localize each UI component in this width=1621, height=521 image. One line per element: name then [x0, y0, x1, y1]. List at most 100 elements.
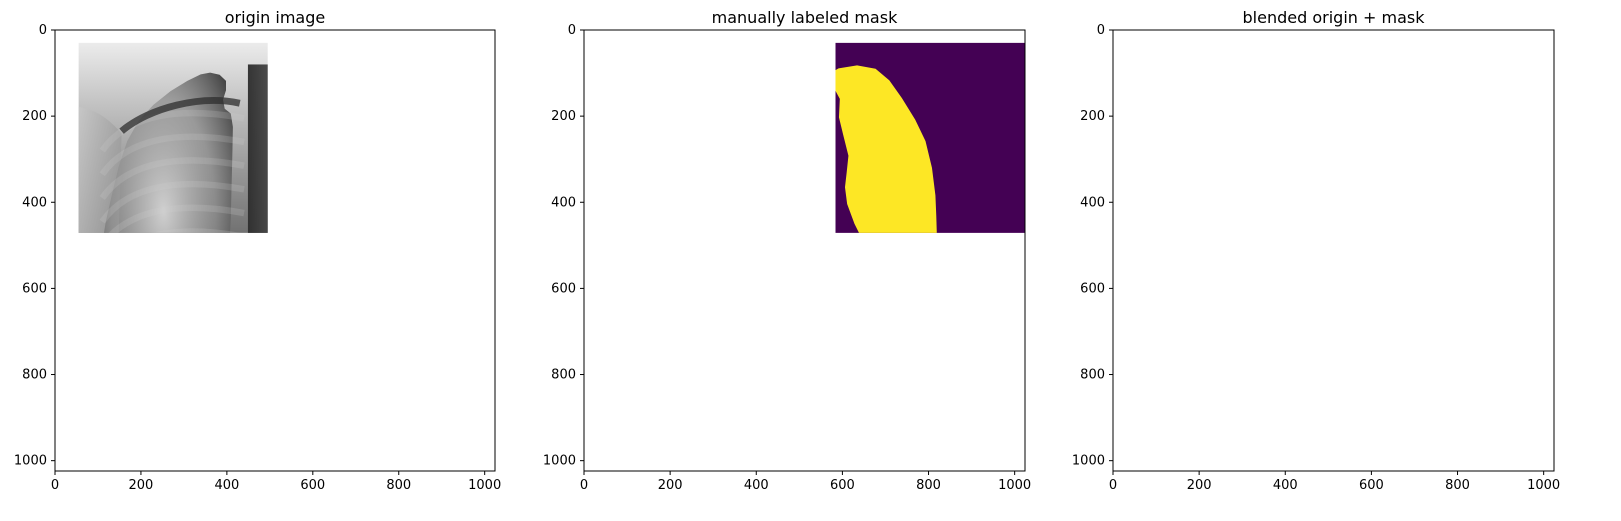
panel-1-x-tick-label-3: 400	[214, 478, 239, 493]
xray-rib-right-8	[1366, 184, 1507, 222]
xray-rib-right-20	[308, 326, 449, 364]
panel-1-y-tick-label-1: 0	[39, 23, 47, 38]
xray-rib-right-12	[1366, 231, 1507, 269]
xray-rib-left-15	[102, 279, 244, 317]
panel-2-x-tick-label-4: 600	[830, 478, 855, 493]
panel-2-y-tick-label-5: 800	[551, 368, 576, 383]
xray-rib-right-2	[1366, 113, 1507, 151]
xray-rib-right-16	[1366, 279, 1507, 317]
panel-mask-image	[621, 42, 1025, 382]
xray-rib-left-13	[1160, 255, 1302, 293]
xray-rib-right-8	[308, 184, 449, 222]
xray-right-lung	[1357, 65, 1492, 371]
xray-arm-right	[1488, 102, 1554, 471]
xray-rib-left-3	[99, 133, 245, 177]
panel-1-x-tick-label-5: 800	[386, 478, 411, 493]
panel-1-x-tick-label-1: 0	[51, 478, 59, 493]
xray-rib-left-5	[1160, 160, 1302, 198]
panel-3-y-tick-label-2: 200	[1080, 109, 1105, 124]
panel-2-x-tick-label-2: 200	[658, 478, 683, 493]
panel-2-x-tick-label-6: 1000	[998, 478, 1031, 493]
panel-1-y-tick-label-5: 800	[22, 368, 47, 383]
panel-mask-title: manually labeled mask	[712, 8, 898, 27]
panel-origin-title: origin image	[225, 8, 325, 27]
panel-1-frame	[54, 29, 496, 472]
xray-rib-right-4	[1366, 137, 1507, 175]
xray-rib-right-14	[308, 255, 449, 293]
panel-3-y-tick-label-6: 1000	[1072, 454, 1105, 469]
xray-spine	[1306, 64, 1360, 471]
panel-1-x-tick-label-6: 1000	[468, 478, 501, 493]
overlay-left-lung	[1150, 73, 1294, 382]
xray-clavicle-right	[1369, 100, 1490, 129]
overlay-right-lung	[1357, 65, 1492, 371]
xray-gastric-bubble	[1353, 331, 1420, 365]
mask-right-lung	[835, 65, 937, 233]
xray-spine	[247, 64, 268, 233]
xray-rib-right-2	[308, 113, 449, 151]
xray-rib-left-19	[102, 326, 244, 364]
xray-rib-right-14	[1366, 255, 1507, 293]
xray-rib-right-18	[308, 303, 449, 341]
mask-left-lung	[621, 73, 765, 382]
xray-rib-left-3	[1160, 137, 1302, 175]
panel-origin: origin image L pa 0 200 400 600 800 1000 0 200 400 6…	[14, 8, 501, 493]
panel-1-y-tick-label-4: 600	[22, 281, 47, 296]
xray-abdomen-left	[89, 383, 209, 471]
panel-1-y-tick-label-3: 400	[22, 195, 47, 210]
panel-3-frame	[1112, 29, 1555, 472]
xray-arm-right	[429, 102, 495, 471]
panel-2-x-tick-label-5: 800	[916, 478, 941, 493]
xray-gastric-bubble	[294, 331, 361, 365]
xray-clavicle-right	[311, 100, 431, 129]
laterality-marker: L	[1425, 44, 1429, 52]
xray-rib-right-20	[1366, 326, 1507, 364]
xray-clavicle-left	[1180, 101, 1298, 132]
xray-rib-left-11	[152, 228, 241, 233]
xray-rib-left-17	[102, 303, 244, 341]
panel-3-x-tick-label-5: 800	[1445, 478, 1470, 493]
xray-right-lung	[298, 65, 433, 371]
panel-blend-title: blended origin + mask	[1243, 8, 1426, 27]
xray-rib-left-15	[1160, 279, 1302, 317]
xray-rib-left-9	[1160, 208, 1302, 246]
xray-rib-right-4	[308, 137, 449, 175]
panel-blend: blended origin + mask L pa 0 200 400 600 800 100…	[1072, 8, 1560, 493]
xray-abdomen-right	[343, 383, 459, 471]
xray-background	[1113, 30, 1554, 471]
panel-1-y-tick-label-6: 1000	[14, 454, 47, 469]
panel-2-y-tick-label-3: 400	[551, 195, 576, 210]
xray-rib-left-7	[99, 180, 245, 224]
xray-rib-left-1	[1160, 113, 1302, 151]
panel-3-y-tick-label-5: 800	[1080, 368, 1105, 383]
xray-rib-right-18	[1366, 303, 1507, 341]
xray-rib-left-11	[1160, 231, 1302, 269]
xray-background	[78, 42, 268, 233]
xray-rib-right-6	[308, 160, 449, 198]
xray-rib-right-10	[1366, 208, 1507, 246]
panel-2-x-tick-label-3: 400	[744, 478, 769, 493]
panel-2-y-tick-label-1: 0	[568, 23, 576, 38]
xray-rib-left-13	[102, 255, 244, 293]
xray-abdomen-left	[1147, 383, 1268, 471]
projection-marker: pa	[392, 47, 398, 52]
xray-left-lung	[103, 72, 233, 233]
xray-rib-right-6	[1366, 160, 1507, 198]
xray-arm-left	[1113, 106, 1180, 471]
xray-rib-left-9	[108, 204, 245, 233]
panel-3-x-tick-label-1: 0	[1109, 478, 1117, 493]
panel-1-x-tick-label-2: 200	[129, 478, 154, 493]
panel-1-x-tick-label-4: 600	[300, 478, 325, 493]
panel-2-y-tick-label-4: 600	[551, 281, 576, 296]
xray-rib-left-7	[1160, 184, 1302, 222]
panels-layer: origin image L pa 0 200 400 600 800 1000 0 200 400 6…	[14, 8, 1560, 493]
laterality-marker: L	[367, 44, 371, 52]
panel-2-y-tick-label-6: 1000	[543, 454, 576, 469]
mask-background	[835, 42, 1025, 233]
xray-left-lung	[1150, 73, 1294, 382]
xray-rib-left-19	[1160, 326, 1302, 364]
panel-3-y-tick-label-1: 0	[1097, 23, 1105, 38]
xray-rib-right-16	[308, 279, 449, 317]
